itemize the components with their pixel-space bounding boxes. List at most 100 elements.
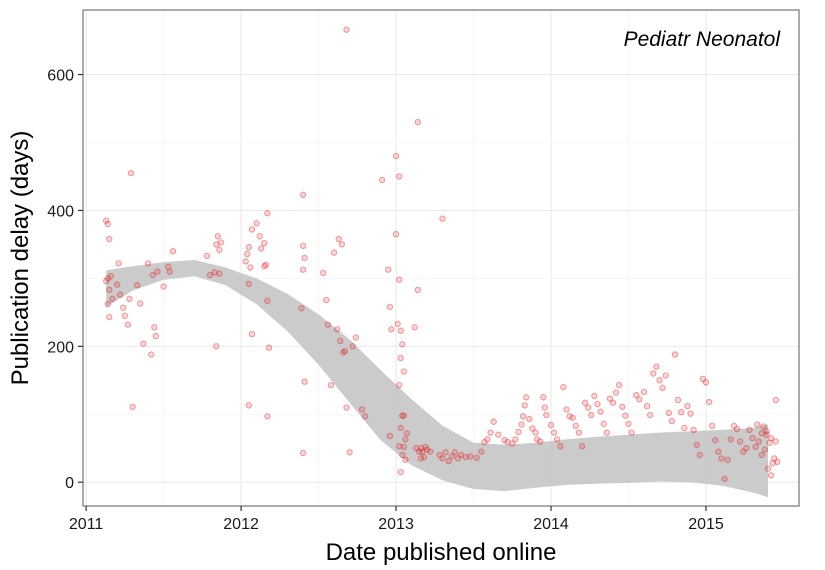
scatter-point [396,276,403,283]
scatter-point [392,231,400,238]
scatter-point [509,440,516,447]
scatter-point [104,301,111,308]
scatter-point [416,448,423,455]
scatter-point [148,351,155,358]
scatter-point [396,381,403,389]
scatter-point [665,409,672,417]
scatter-point [563,406,570,413]
scatter-point [733,426,741,433]
scatter-point [258,245,265,252]
x-tick-label: 2013 [378,516,414,533]
scatter-point [388,326,395,333]
scatter-point [137,300,144,307]
scatter-point [386,432,394,440]
scatter-point [117,291,124,298]
scatter-point [106,286,113,294]
scatter-point [764,465,772,472]
scatter-point [772,396,779,404]
scatter-point [264,413,271,420]
x-tick-label: 2015 [688,516,724,533]
scatter-point [712,436,719,444]
scatter-point [330,249,338,256]
data-points [103,26,781,482]
scatter-point [436,451,443,459]
scatter-point [414,286,421,294]
scatter-point [523,394,530,401]
scatter-point [519,413,527,420]
scatter-point [600,420,607,427]
scatter-point [301,378,308,385]
scatter-point [103,217,110,224]
scatter-point [299,242,307,249]
y-tick-label: 0 [65,475,74,492]
scatter-point [439,455,446,462]
scatter-point [423,446,431,453]
scatter-point [501,436,508,444]
scatter-point [264,210,271,217]
scatter-point [758,451,765,459]
scatter-point [299,191,307,198]
scatter-point [340,349,347,356]
x-tick-label: 2014 [533,516,569,533]
scatter-point [335,235,342,243]
scatter-point [512,436,519,443]
scatter-point [591,392,598,400]
scatter-point [533,436,541,443]
scatter-point [761,446,769,453]
scatter-point [529,425,536,432]
scatter-point [261,263,268,270]
scatter-point [633,392,640,399]
scatter-point [518,421,525,428]
scatter-point [772,438,779,445]
scatter-point [140,340,147,347]
scatter-point [755,438,762,445]
smooth-confidence-band [106,260,768,498]
scatter-point [419,448,426,455]
scatter-point [643,402,651,410]
scatter-point [358,406,366,413]
scatter-point [320,269,327,277]
scatter-point [439,215,446,222]
scatter-point [324,321,332,328]
scatter-point [481,438,488,446]
scatter-point [616,381,623,389]
scatter-point [378,176,386,184]
scatter-point [594,400,601,408]
scatter-point [151,324,158,331]
scatter-point [245,402,252,409]
scatter-point [338,241,345,248]
scatter-point [420,453,428,461]
scatter-point [696,451,703,459]
scatter-point [403,430,411,437]
scatter-point [323,296,330,304]
scatter-point [484,436,491,443]
scatter-point [411,324,418,331]
scatter-point [774,458,781,465]
scatter-point [730,422,738,429]
scatter-point [397,424,404,432]
scatter-point [490,418,497,425]
scatter-point [213,241,220,248]
scatter-point [674,396,682,404]
scatter-point [213,343,220,350]
scatter-point [473,454,480,461]
scatter-point [622,412,629,419]
scatter-point [134,282,141,289]
scatter-point [341,347,349,355]
scatter-point [248,226,256,233]
scatter-point [767,434,775,442]
scatter-point [256,233,263,240]
scatter-point [392,152,400,160]
scatter-point [427,448,434,455]
scatter-point [327,381,335,389]
scatter-point [413,445,420,452]
scatter-point [758,430,765,437]
scatter-point [107,273,115,280]
scatter-point [575,429,583,436]
scatter-point [169,248,177,255]
scatter-point [346,449,353,456]
scatter-point [659,384,666,391]
scatter-point [668,417,676,425]
scatter-point [126,295,133,302]
